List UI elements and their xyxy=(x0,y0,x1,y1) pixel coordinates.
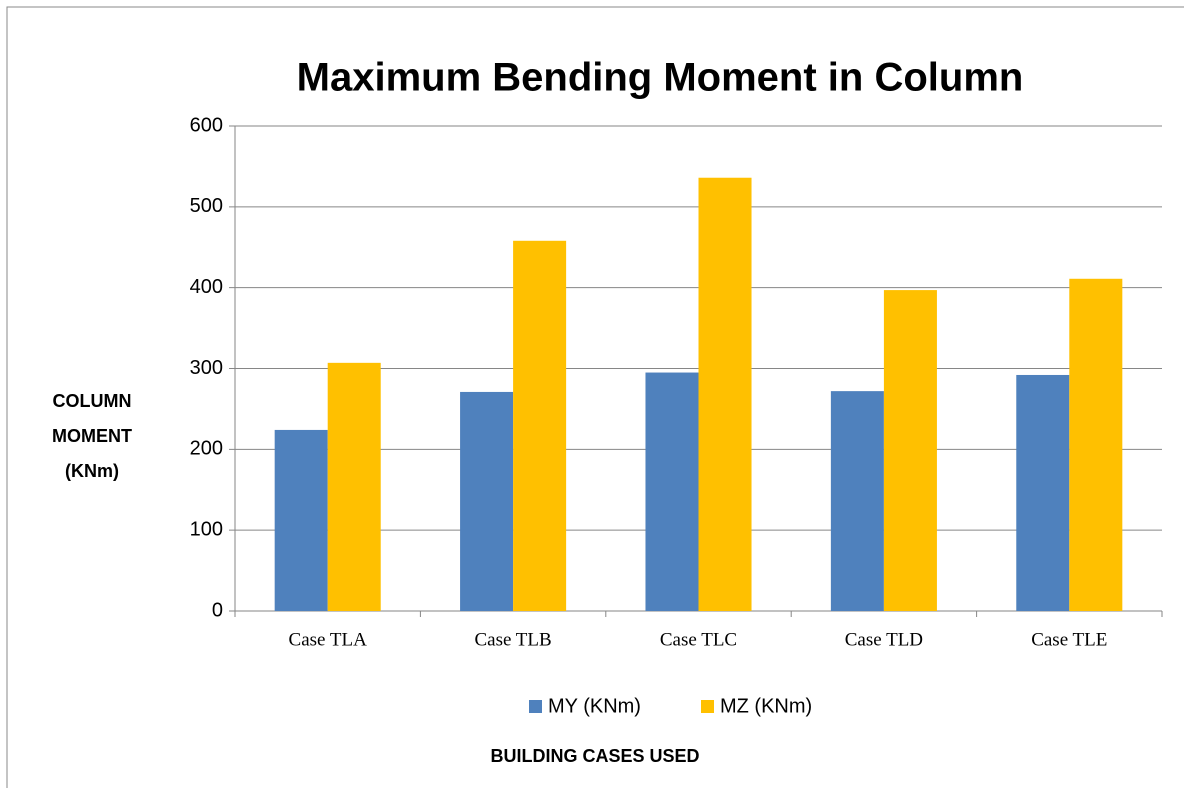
x-axis-label: BUILDING CASES USED xyxy=(490,746,699,766)
chart-border xyxy=(6,6,1184,788)
y-axis-label: (KNm) xyxy=(65,461,119,481)
bar xyxy=(698,177,752,611)
legend-swatch xyxy=(529,700,542,713)
bar xyxy=(830,391,884,611)
bar xyxy=(645,372,699,611)
bar xyxy=(513,240,567,612)
x-tick-label: Case TLD xyxy=(845,629,923,650)
bar xyxy=(1016,374,1070,611)
bar xyxy=(883,290,937,611)
y-tick-label: 500 xyxy=(190,195,223,217)
x-tick-label: Case TLB xyxy=(474,629,551,650)
bar xyxy=(460,391,514,611)
x-tick-label: Case TLA xyxy=(289,629,368,650)
x-tick-label: Case TLC xyxy=(660,629,737,650)
y-tick-label: 200 xyxy=(190,438,223,460)
x-tick-label: Case TLE xyxy=(1031,629,1107,650)
bar xyxy=(274,429,328,611)
bar xyxy=(327,362,381,611)
y-tick-label: 600 xyxy=(190,114,223,136)
legend-label: MZ (KNm) xyxy=(720,695,812,717)
y-tick-label: 100 xyxy=(190,518,223,540)
legend-swatch xyxy=(701,700,714,713)
y-axis-label: MOMENT xyxy=(52,426,132,446)
bar xyxy=(1069,278,1123,611)
y-axis-label: COLUMN xyxy=(53,391,132,411)
y-tick-label: 300 xyxy=(190,357,223,379)
y-tick-label: 400 xyxy=(190,276,223,298)
y-tick-label: 0 xyxy=(212,599,223,621)
legend-label: MY (KNm) xyxy=(548,695,641,717)
chart-title: Maximum Bending Moment in Column xyxy=(297,56,1024,100)
